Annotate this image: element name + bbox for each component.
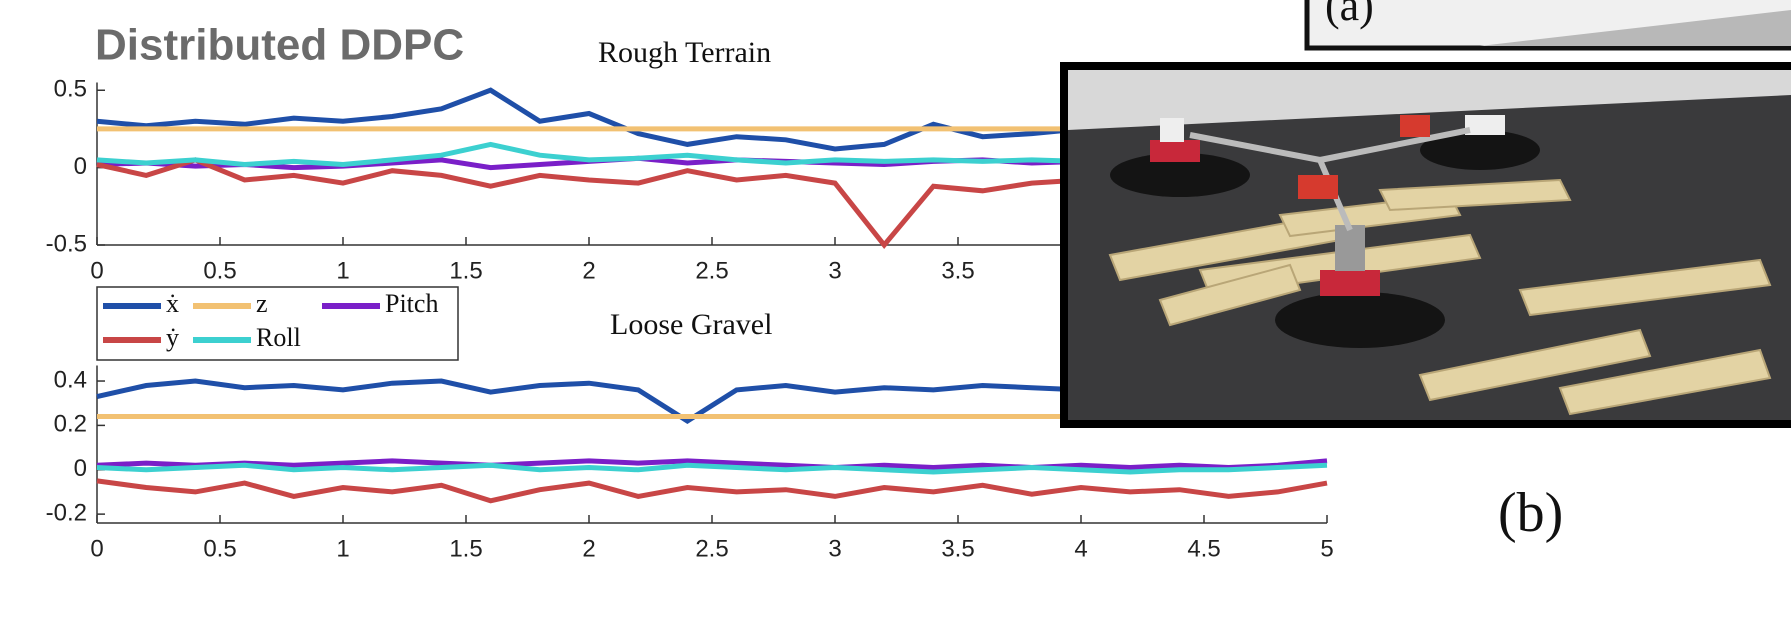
x-tick-label: 2.5 xyxy=(695,257,728,284)
panel-a-image xyxy=(1480,10,1791,46)
series-line xyxy=(96,458,1328,471)
x-tick-label: 3 xyxy=(828,535,841,562)
x-tick-label: 4 xyxy=(1074,535,1087,562)
x-tick-label: 2 xyxy=(582,535,595,562)
x-tick-label: 3.5 xyxy=(941,535,974,562)
photo-wall xyxy=(1068,70,1791,130)
x-tick-label: 1 xyxy=(336,257,349,284)
x-tick-label: 0.5 xyxy=(203,257,236,284)
legend-label: ẏ xyxy=(166,323,179,352)
figure-title: Distributed DDPC xyxy=(95,21,464,70)
y-tick-label: -0.5 xyxy=(46,230,87,257)
legend-label: Pitch xyxy=(385,289,438,318)
x-tick-label: 0 xyxy=(90,535,103,562)
chart-title: Loose Gravel xyxy=(610,308,772,341)
y-tick-label: 0.2 xyxy=(54,411,87,438)
x-tick-label: 0 xyxy=(90,257,103,284)
series-line xyxy=(96,462,1328,475)
x-tick-label: 1.5 xyxy=(449,257,482,284)
y-tick-label: 0 xyxy=(74,153,87,180)
legend-label: ẋ xyxy=(166,289,179,318)
x-tick-label: 2.5 xyxy=(695,535,728,562)
x-tick-label: 1 xyxy=(336,535,349,562)
series-line xyxy=(96,478,1328,504)
chart-title: Rough Terrain xyxy=(598,36,771,69)
legend-label: z xyxy=(256,289,268,318)
plots: Rough Terrain-0.500.500.511.522.533.544.… xyxy=(46,36,1334,562)
panel-label: (a) xyxy=(1325,0,1374,30)
legend-label: Roll xyxy=(256,323,301,352)
x-tick-label: 5 xyxy=(1320,535,1333,562)
x-tick-label: 3 xyxy=(828,257,841,284)
photo xyxy=(1060,62,1791,428)
legend-box xyxy=(96,286,459,361)
x-tick-label: 1.5 xyxy=(449,535,482,562)
x-tick-label: 3.5 xyxy=(941,257,974,284)
y-tick-label: -0.2 xyxy=(46,499,87,526)
x-tick-label: 2 xyxy=(582,257,595,284)
panel-label: (b) xyxy=(1498,482,1563,544)
x-tick-label: 4.5 xyxy=(1187,535,1220,562)
panel-a: (a) xyxy=(1304,0,1791,51)
y-tick-label: 0.5 xyxy=(54,76,87,103)
y-tick-label: 0 xyxy=(74,455,87,482)
y-tick-label: 0.4 xyxy=(54,366,87,393)
x-tick-label: 0.5 xyxy=(203,535,236,562)
robots xyxy=(1110,115,1540,348)
